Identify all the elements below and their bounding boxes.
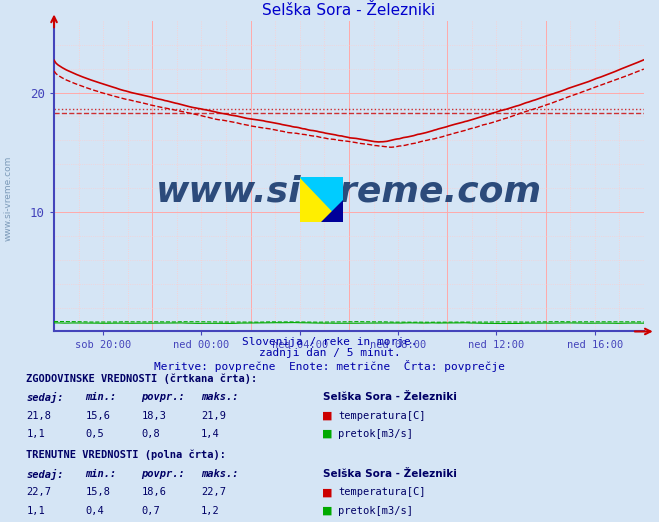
Text: 15,6: 15,6 bbox=[86, 410, 111, 421]
Text: 0,7: 0,7 bbox=[142, 506, 160, 516]
Text: 1,1: 1,1 bbox=[26, 429, 45, 439]
Text: 22,7: 22,7 bbox=[26, 487, 51, 497]
Title: Selška Sora - Železniki: Selška Sora - Železniki bbox=[262, 3, 436, 18]
Text: 18,6: 18,6 bbox=[142, 487, 167, 497]
Text: maks.:: maks.: bbox=[201, 469, 239, 479]
Text: min.:: min.: bbox=[86, 392, 117, 402]
Text: sedaj:: sedaj: bbox=[26, 392, 64, 403]
Polygon shape bbox=[322, 200, 343, 222]
Text: min.:: min.: bbox=[86, 469, 117, 479]
Text: www.si-vreme.com: www.si-vreme.com bbox=[156, 175, 542, 209]
Text: pretok[m3/s]: pretok[m3/s] bbox=[338, 429, 413, 439]
Text: 18,3: 18,3 bbox=[142, 410, 167, 421]
Text: 15,8: 15,8 bbox=[86, 487, 111, 497]
Text: Slovenija / reke in morje.: Slovenija / reke in morje. bbox=[242, 337, 417, 347]
Text: maks.:: maks.: bbox=[201, 392, 239, 402]
Text: povpr.:: povpr.: bbox=[142, 469, 185, 479]
Text: temperatura[C]: temperatura[C] bbox=[338, 487, 426, 497]
Text: ■: ■ bbox=[322, 506, 332, 516]
Text: 1,1: 1,1 bbox=[26, 506, 45, 516]
Text: zadnji dan / 5 minut.: zadnji dan / 5 minut. bbox=[258, 348, 401, 358]
Text: Selška Sora - Železniki: Selška Sora - Železniki bbox=[323, 392, 457, 402]
Text: Meritve: povprečne  Enote: metrične  Črta: povprečje: Meritve: povprečne Enote: metrične Črta:… bbox=[154, 360, 505, 372]
Text: www.si-vreme.com: www.si-vreme.com bbox=[3, 156, 13, 241]
Text: temperatura[C]: temperatura[C] bbox=[338, 410, 426, 421]
Text: Selška Sora - Železniki: Selška Sora - Železniki bbox=[323, 469, 457, 479]
Text: ■: ■ bbox=[322, 410, 332, 421]
Text: 0,5: 0,5 bbox=[86, 429, 104, 439]
Polygon shape bbox=[300, 177, 343, 222]
Text: ■: ■ bbox=[322, 487, 332, 497]
Text: pretok[m3/s]: pretok[m3/s] bbox=[338, 506, 413, 516]
Text: povpr.:: povpr.: bbox=[142, 392, 185, 402]
Text: 22,7: 22,7 bbox=[201, 487, 226, 497]
Text: 21,9: 21,9 bbox=[201, 410, 226, 421]
Text: 1,2: 1,2 bbox=[201, 506, 219, 516]
Text: 21,8: 21,8 bbox=[26, 410, 51, 421]
Text: sedaj:: sedaj: bbox=[26, 469, 64, 480]
Text: ZGODOVINSKE VREDNOSTI (črtkana črta):: ZGODOVINSKE VREDNOSTI (črtkana črta): bbox=[26, 373, 258, 384]
Text: 0,4: 0,4 bbox=[86, 506, 104, 516]
Text: 0,8: 0,8 bbox=[142, 429, 160, 439]
Text: 1,4: 1,4 bbox=[201, 429, 219, 439]
Text: TRENUTNE VREDNOSTI (polna črta):: TRENUTNE VREDNOSTI (polna črta): bbox=[26, 450, 226, 460]
Text: ■: ■ bbox=[322, 429, 332, 439]
Polygon shape bbox=[300, 177, 343, 222]
